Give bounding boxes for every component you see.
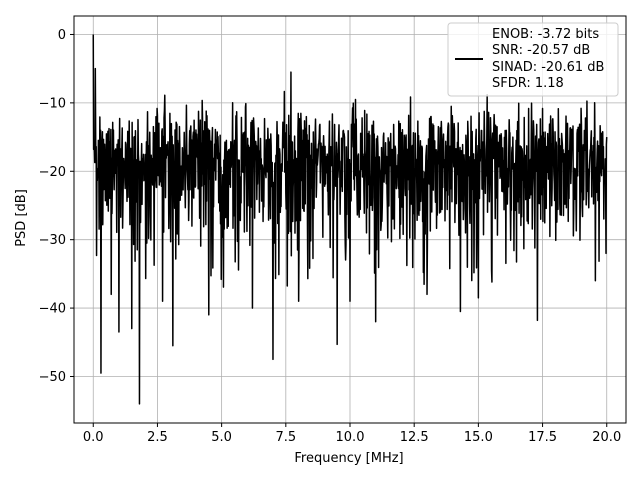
y-axis-label: PSD [dB] bbox=[14, 189, 29, 247]
y-tick-label: 0 bbox=[58, 28, 66, 43]
x-tick-label: 7.5 bbox=[275, 430, 296, 445]
x-tick-label: 5.0 bbox=[211, 430, 232, 445]
legend-sinad: SINAD: -20.61 dB bbox=[492, 60, 604, 75]
y-tick-label: −40 bbox=[39, 302, 66, 317]
legend-sfdr: SFDR: 1.18 bbox=[492, 76, 564, 91]
x-tick-label: 15.0 bbox=[464, 430, 493, 445]
legend-enob: ENOB: -3.72 bits bbox=[492, 27, 599, 42]
legend-snr: SNR: -20.57 dB bbox=[492, 43, 590, 58]
x-tick-label: 10.0 bbox=[336, 430, 365, 445]
legend-box bbox=[447, 22, 619, 97]
x-tick-label: 12.5 bbox=[400, 430, 429, 445]
y-tick-label: −20 bbox=[39, 165, 66, 180]
x-tick-label: 0.0 bbox=[83, 430, 104, 445]
y-ticks: 0 −10 −20 −30 −40 −50 bbox=[39, 28, 74, 385]
y-tick-label: −30 bbox=[39, 233, 66, 248]
x-tick-label: 17.5 bbox=[528, 430, 557, 445]
y-tick-label: −50 bbox=[39, 370, 66, 385]
x-axis-label: Frequency [MHz] bbox=[294, 451, 403, 466]
x-tick-label: 20.0 bbox=[592, 430, 621, 445]
legend: ENOB: -3.72 bits SNR: -20.57 dB SINAD: -… bbox=[447, 22, 619, 97]
psd-series-line bbox=[92, 34, 608, 405]
x-ticks: 0.0 2.5 5.0 7.5 10.0 12.5 15.0 17.5 20.0 bbox=[83, 423, 621, 445]
y-tick-label: −10 bbox=[39, 96, 66, 111]
x-tick-label: 2.5 bbox=[147, 430, 168, 445]
series-layer bbox=[92, 34, 608, 405]
